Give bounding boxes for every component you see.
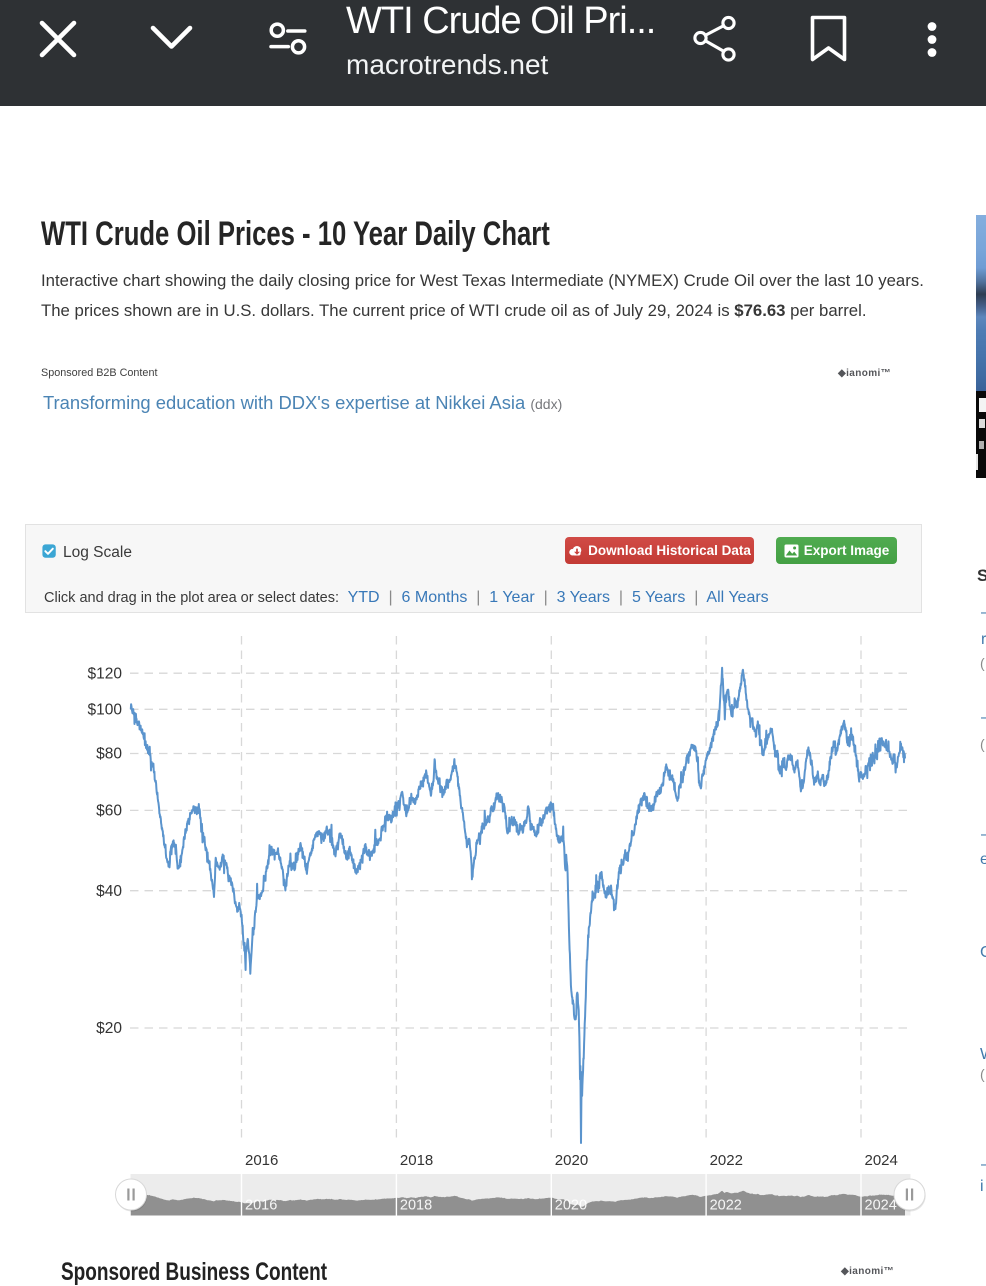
svg-text:$20: $20 [96, 1020, 122, 1037]
svg-text:2022: 2022 [710, 1198, 742, 1214]
svg-text:2016: 2016 [245, 1152, 278, 1169]
svg-text:$40: $40 [96, 883, 122, 900]
svg-text:$80: $80 [96, 746, 122, 763]
svg-text:$100: $100 [88, 702, 123, 719]
svg-text:$60: $60 [96, 803, 122, 820]
svg-text:$120: $120 [88, 665, 123, 682]
svg-text:2022: 2022 [710, 1152, 743, 1169]
svg-text:2024: 2024 [865, 1198, 897, 1214]
svg-text:2018: 2018 [400, 1198, 432, 1214]
svg-text:2016: 2016 [245, 1198, 277, 1214]
svg-text:2018: 2018 [400, 1152, 433, 1169]
svg-text:2020: 2020 [555, 1198, 587, 1214]
svg-text:2024: 2024 [865, 1152, 898, 1169]
svg-text:2020: 2020 [555, 1152, 588, 1169]
